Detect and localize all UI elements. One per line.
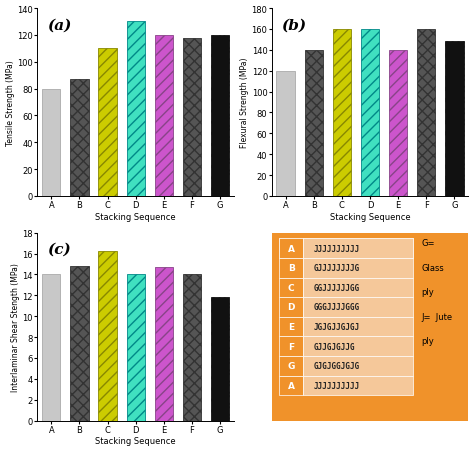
Text: Glass: Glass [421, 263, 444, 272]
Bar [279, 258, 303, 278]
Bar [42, 275, 61, 421]
Text: GJGJGGJGJG: GJGJGGJGJG [314, 362, 360, 371]
Bar [211, 298, 229, 421]
Bar [303, 356, 413, 376]
X-axis label: Stacking Sequence: Stacking Sequence [95, 437, 176, 446]
Bar [155, 36, 173, 197]
Bar [303, 258, 413, 278]
Bar [70, 80, 89, 197]
Text: E: E [288, 322, 294, 331]
Text: A: A [288, 381, 295, 390]
Bar [417, 30, 436, 197]
Text: D: D [287, 303, 295, 312]
Bar [279, 336, 303, 356]
Bar [303, 336, 413, 356]
X-axis label: Stacking Sequence: Stacking Sequence [330, 212, 410, 221]
Bar [70, 267, 89, 421]
Text: JJJJJJJJJJ: JJJJJJJJJJ [314, 381, 360, 390]
Y-axis label: Flexural Strength (MPa): Flexural Strength (MPa) [240, 58, 249, 148]
Text: F: F [288, 342, 294, 351]
Bar [303, 239, 413, 258]
Text: JGJGJJGJGJ: JGJGJJGJGJ [314, 322, 360, 331]
Text: GGGJJJJGGG: GGGJJJJGGG [314, 303, 360, 312]
Bar [279, 278, 303, 298]
Text: GJJJJJJJJG: GJJJJJJJJG [314, 264, 360, 272]
Bar [99, 49, 117, 197]
Text: G=: G= [421, 239, 435, 248]
Text: (c): (c) [47, 243, 71, 257]
Bar [303, 278, 413, 298]
Text: ply: ply [421, 336, 434, 345]
Bar [183, 275, 201, 421]
Bar [276, 72, 295, 197]
Y-axis label: Interlaminar Shear Stength (MPa): Interlaminar Shear Stength (MPa) [11, 262, 20, 391]
Bar [99, 252, 117, 421]
Text: C: C [288, 283, 294, 292]
Bar [305, 51, 323, 197]
Bar [279, 376, 303, 396]
Bar [303, 376, 413, 396]
X-axis label: Stacking Sequence: Stacking Sequence [95, 212, 176, 221]
Bar [127, 23, 145, 197]
Text: G: G [288, 362, 295, 371]
Bar [361, 30, 379, 197]
Bar [303, 317, 413, 336]
Text: B: B [288, 264, 295, 272]
Bar [155, 267, 173, 421]
Text: ply: ply [421, 287, 434, 296]
Bar [279, 239, 413, 258]
Bar [389, 51, 407, 197]
Bar [279, 317, 303, 336]
Text: (a): (a) [47, 18, 72, 32]
Bar [445, 42, 464, 197]
Y-axis label: Tensile Strength (MPa): Tensile Strength (MPa) [6, 60, 15, 146]
Bar [333, 30, 351, 197]
Bar [279, 298, 303, 317]
Text: GJJGJGJJG: GJJGJGJJG [314, 342, 356, 351]
Text: JJJJJJJJJJ: JJJJJJJJJJ [314, 244, 360, 253]
Text: GGJJJJJJGG: GGJJJJJJGG [314, 283, 360, 292]
Bar [211, 36, 229, 197]
Bar [279, 356, 303, 376]
Bar [42, 89, 61, 197]
Bar [279, 239, 303, 258]
Bar [303, 298, 413, 317]
Text: (b): (b) [282, 18, 307, 32]
Text: A: A [288, 244, 295, 253]
Bar [183, 38, 201, 197]
Text: J=  Jute: J= Jute [421, 312, 452, 321]
Bar [127, 275, 145, 421]
